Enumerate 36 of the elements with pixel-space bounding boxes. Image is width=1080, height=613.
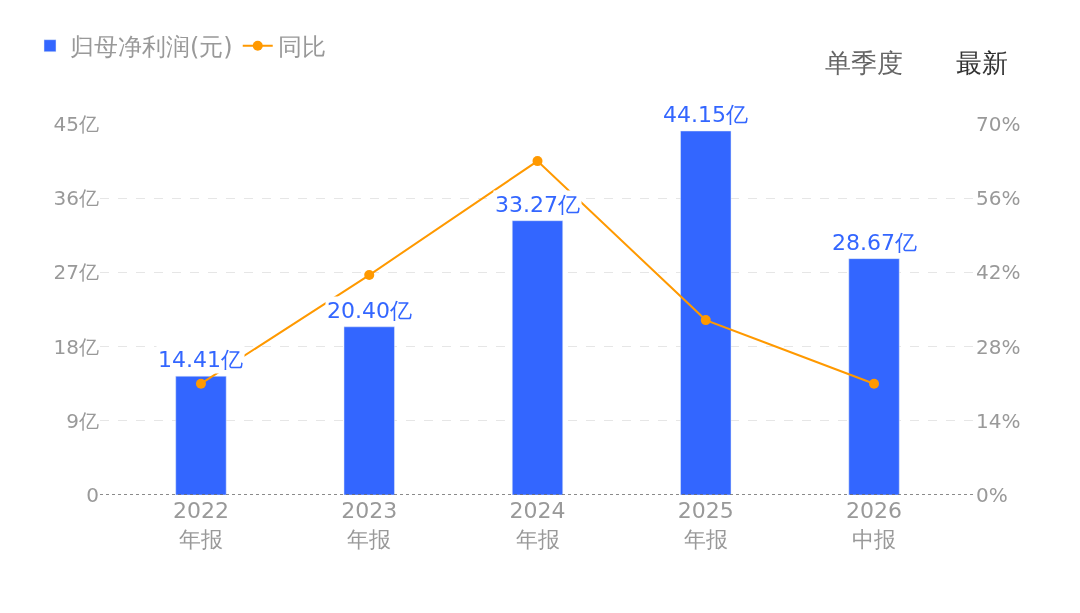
y2-tick-label: 42% [976, 260, 1021, 285]
data-label: 14.41亿 [158, 347, 243, 372]
x-tick-label: 2024 年报 [509, 498, 566, 552]
bar [848, 258, 900, 495]
y2-tick-label: 70% [976, 112, 1021, 136]
legend-label: 归母净利润(元) [70, 33, 233, 62]
y-tick-label: 9亿 [66, 408, 99, 433]
data-label: 20.40亿 [327, 298, 412, 323]
data-label: 33.27亿 [495, 192, 580, 217]
text: 单季度 [825, 48, 903, 78]
point [700, 315, 711, 326]
point [869, 378, 880, 389]
bar [512, 220, 563, 495]
data-label: 28.67亿 [832, 230, 917, 255]
y-tick-label: 27亿 [53, 260, 99, 285]
y2-tick-label: 14% [976, 408, 1021, 433]
x-tick-label: 2025 年报 [677, 498, 734, 552]
y2-tick-label: 28% [976, 334, 1021, 359]
y-tick-label: 0 [86, 483, 99, 507]
point [195, 378, 206, 389]
bar [343, 326, 395, 495]
y-tick-label: 18亿 [53, 334, 99, 359]
point [364, 270, 375, 281]
bar [175, 375, 227, 495]
y-tick-label: 45亿 [53, 112, 99, 136]
y2-tick-label: 56% [976, 186, 1021, 211]
y2-tick-label: 0% [976, 483, 1008, 507]
legend-label: 同比 [277, 33, 326, 62]
text: 最新 [956, 48, 1008, 78]
x-tick-label: 2023 年报 [341, 498, 398, 552]
x-tick-label: 2022 年报 [172, 498, 229, 552]
x-tick-label: 2026 中报 [846, 498, 903, 552]
data-label: 44.15亿 [663, 102, 748, 127]
y-tick-label: 36亿 [53, 186, 99, 211]
point [532, 156, 543, 167]
bar [680, 130, 732, 495]
